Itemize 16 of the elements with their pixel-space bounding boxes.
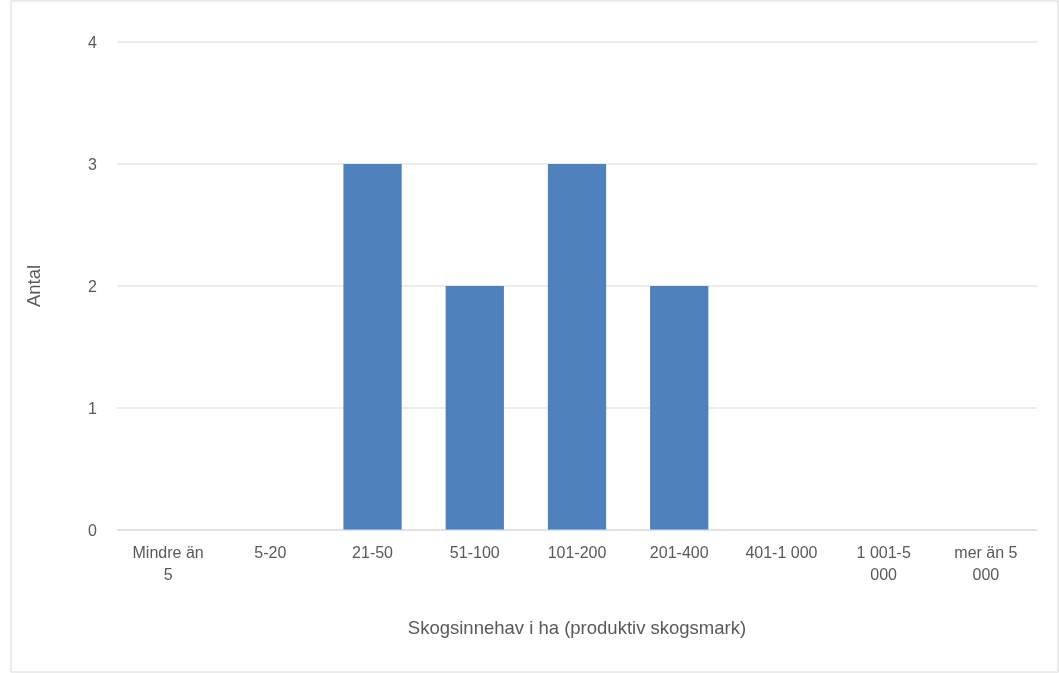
y-tick-label: 3	[88, 155, 98, 173]
x-tick-label: Mindre än 5	[132, 544, 204, 583]
x-tick-label: mer än 5 000	[954, 544, 1018, 583]
x-tick-label: 21-50	[352, 544, 394, 561]
x-tick-label: 51-100	[449, 544, 500, 561]
y-tick-label: 0	[88, 521, 98, 539]
y-tick-label: 1	[88, 399, 98, 417]
x-tick-label: 5-20	[254, 544, 287, 561]
x-tick-label: 201-400	[649, 544, 709, 561]
x-tick-label: 101-200	[547, 544, 607, 561]
y-tick-label: 2	[88, 277, 98, 295]
y-tick-label: 4	[88, 33, 98, 51]
x-tick-label: 401-1 000	[745, 544, 818, 561]
x-axis-title: Skogsinnehav i ha (produktiv skogsmark)	[407, 617, 747, 638]
y-axis-title: Antal	[23, 264, 44, 308]
x-tick-label: 1 001-5 000	[856, 544, 911, 583]
